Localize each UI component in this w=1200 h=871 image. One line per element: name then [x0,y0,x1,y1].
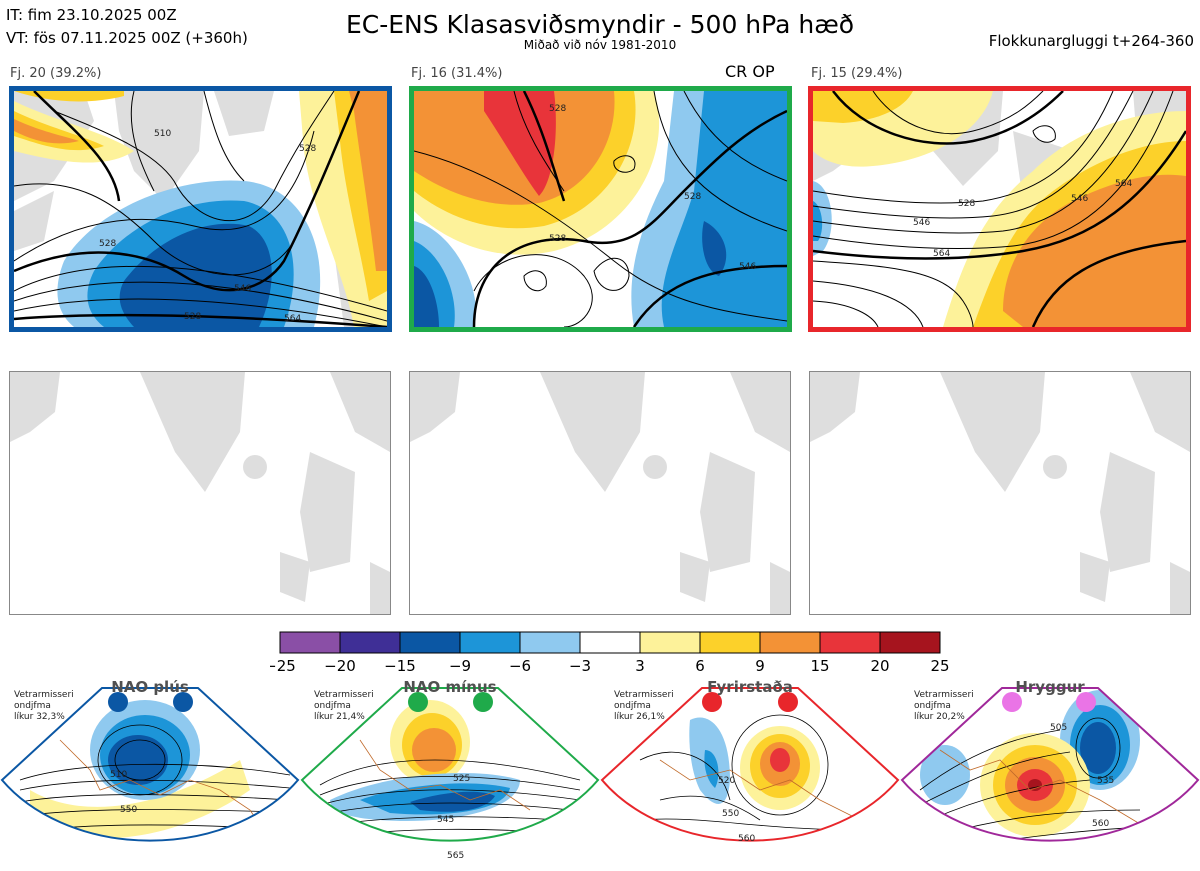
colorbar-tick-label: −20 [324,657,356,675]
svg-text:560: 560 [1092,819,1109,829]
regime-name: NAO plús [111,680,189,696]
svg-text:ondjfma: ondjfma [314,701,351,711]
colorbar-box [519,631,581,654]
svg-text:ondjfma: ondjfma [914,701,951,711]
colorbar-tick-label: −15 [384,657,416,675]
colorbar-tick-label: −25 [270,657,296,675]
svg-text:Vetrarmisseri: Vetrarmisseri [914,690,974,700]
svg-text:510: 510 [110,770,127,780]
cluster-map-1: 528 546 510 528 528 564 [9,86,392,332]
svg-text:525: 525 [453,774,470,784]
colorbar-box [639,631,701,654]
contour-label: 546 [739,262,756,272]
contour-label: 528 [299,144,316,154]
empty-map-2 [409,371,791,615]
contour-label: 528 [99,239,116,249]
svg-text:líkur 26,1%: líkur 26,1% [614,712,665,722]
svg-text:565: 565 [447,851,464,861]
cluster-label-1: Fj. 20 (39.2%) [10,66,102,81]
contour-label: 546 [234,284,251,294]
colorbar-box [399,631,461,654]
contour-label: 546 [1071,194,1088,204]
colorbar-tick-label: 3 [635,657,645,675]
colorbar-box [879,631,941,654]
contour-label: 528 [549,234,566,244]
regime-nao-minus: NAO mínus Vetrarmisseri ondjfma líkur 21… [300,680,600,861]
cluster-tag-crop: CR OP [725,62,775,81]
svg-text:líkur 21,4%: líkur 21,4% [314,712,365,722]
cluster-label-2: Fj. 16 (31.4%) [411,66,503,81]
colorbar-box [759,631,821,654]
contour-label: 564 [284,314,301,324]
svg-text:líkur 20,2%: líkur 20,2% [914,712,965,722]
contour-label: 564 [1115,179,1132,189]
colorbar-tick-label: 15 [810,657,829,675]
contour-label: 528 [549,104,566,114]
svg-text:ondjfma: ondjfma [614,701,651,711]
svg-text:Vetrarmisseri: Vetrarmisseri [314,690,374,700]
regime-blocking: Fyrirstaða Vetrarmisseri ondjfma líkur 2… [600,680,900,844]
regime-ridge: Hryggur Vetrarmisseri ondjfma líkur 20,2… [900,680,1200,842]
colorbar-box [339,631,401,654]
svg-text:560: 560 [738,834,755,844]
issue-time: IT: fim 23.10.2025 00Z [6,6,177,24]
contour-label: 528 [184,312,201,322]
colorbar-box [459,631,521,654]
colorbar-tick-label: −9 [449,657,471,675]
cluster-map-3: 528 546 564 546 564 [808,86,1191,332]
svg-text:Vetrarmisseri: Vetrarmisseri [614,690,674,700]
svg-text:545: 545 [437,815,454,825]
regime-panels: NAO plús Vetrarmisseri ondjfma líkur 32,… [0,680,1200,861]
chart-title: EC-ENS Klasasviðsmyndir - 500 hPa hæð [345,10,855,39]
colorbar-tick-label: 6 [695,657,705,675]
classification-window: Flokkunargluggi t+264-360 [988,32,1194,50]
colorbar-tick-label: −6 [509,657,531,675]
svg-text:ondjfma: ondjfma [14,701,51,711]
colorbar-tick-label: 20 [870,657,889,675]
svg-text:505: 505 [1050,723,1067,733]
svg-text:líkur 32,3%: líkur 32,3% [14,712,65,722]
regime-name: Fyrirstaða [707,680,793,696]
svg-text:520: 520 [718,776,735,786]
contour-label: 528 [958,199,975,209]
empty-map-1 [9,371,391,615]
svg-text:Vetrarmisseri: Vetrarmisseri [14,690,74,700]
colorbar-tick-label: 9 [755,657,765,675]
svg-text:550: 550 [722,809,739,819]
valid-time: VT: fös 07.11.2025 00Z (+360h) [6,29,248,47]
colorbar: −25 −20 −15 −9 −6 −3 3 6 9 15 20 25 [270,631,950,675]
cluster-label-3: Fj. 15 (29.4%) [811,66,903,81]
svg-text:550: 550 [120,805,137,815]
colorbar-box [819,631,881,654]
colorbar-tick-label: −3 [569,657,591,675]
regime-name: NAO mínus [403,680,496,696]
colorbar-box [279,631,341,654]
contour-label: 546 [913,218,930,228]
cluster-map-2: 528 528 546 528 [409,86,792,332]
contour-label: 510 [154,129,171,139]
contour-label: 564 [933,249,950,259]
empty-map-3 [809,371,1191,615]
colorbar-box [699,631,761,654]
contour-label: 528 [684,192,701,202]
colorbar-box [579,631,641,654]
regime-nao-plus: NAO plús Vetrarmisseri ondjfma líkur 32,… [0,680,300,842]
colorbar-tick-label: 25 [930,657,949,675]
svg-text:535: 535 [1097,776,1114,786]
chart-subtitle: Miðað við nóv 1981-2010 [523,38,677,52]
regime-name: Hryggur [1015,680,1085,696]
